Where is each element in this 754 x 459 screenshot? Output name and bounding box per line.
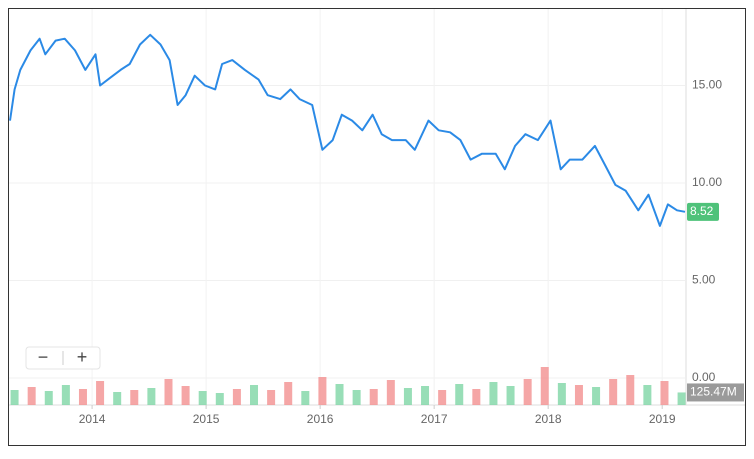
volume-bar [96,381,105,405]
volume-bar [113,392,122,405]
x-tick-label: 2016 [307,412,334,426]
last-price-box [687,202,719,221]
volume-bar [506,386,515,405]
volume-bar [421,386,430,405]
volume-bar [44,391,53,405]
volume-bar [284,382,293,405]
zoom-in[interactable]: + [77,347,88,367]
volume-bar [386,380,395,405]
volume-bar [147,388,156,405]
volume-bar [609,379,618,405]
volume-bar [250,385,259,405]
x-tick-label: 2018 [535,412,562,426]
x-tick-label: 2019 [649,412,676,426]
volume-bar [369,389,378,405]
x-tick-label: 2017 [421,412,448,426]
volume-bar [267,390,276,405]
volume-bar [626,375,635,405]
volume-bar [472,389,481,405]
volume-bar [540,367,549,405]
volume-bar [335,384,344,405]
volume-bar [78,389,87,405]
volume-bar [318,377,327,405]
last-volume-label: 125.47M [690,385,737,399]
volume-bar [352,390,361,405]
x-tick-label: 2014 [79,412,106,426]
x-tick-label: 2015 [193,412,220,426]
volume-bar [130,390,139,405]
zoom-out[interactable]: − [38,347,49,367]
volume-bar [61,385,70,405]
volume-bar [455,384,464,405]
volume-bar [181,386,190,405]
volume-bar [643,385,652,405]
volume-bar [301,391,310,405]
volume-bar [660,381,669,405]
volume-bar [403,388,412,405]
y-tick-label: 0.00 [692,370,716,384]
volume-bar [592,387,601,405]
volume-bar [438,390,447,405]
last-volume-box [687,383,744,402]
volume-bar [164,379,173,405]
y-tick-label: 15.00 [692,78,722,92]
last-price-label: 8.52 [690,204,714,218]
volume-bar [198,391,207,405]
volume-bar [27,387,36,405]
volume-bar [557,383,566,405]
y-tick-label: 10.00 [692,175,722,189]
volume-bar [215,393,224,405]
volume-bar [10,390,19,405]
zoom-control[interactable]: − + [25,346,101,370]
volume-bar [677,392,686,405]
volume-bar [232,389,241,405]
volume-bar [574,385,583,405]
price-line [9,33,686,227]
volume-bar [489,382,498,405]
frame [8,8,746,446]
volume-bar [523,379,532,405]
y-tick-label: 5.00 [692,273,716,287]
